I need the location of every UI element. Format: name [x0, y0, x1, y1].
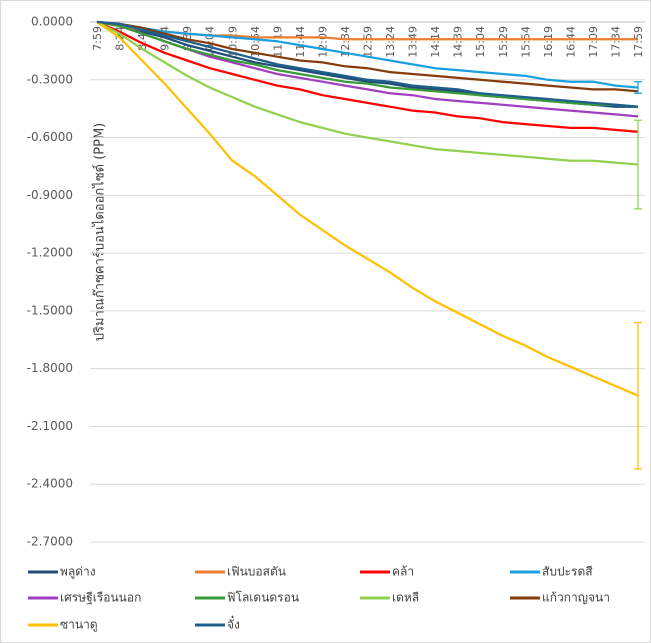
- series-line: [96, 20, 639, 108]
- series-line: [96, 20, 639, 133]
- series-line: [96, 20, 639, 93]
- x-tick-label: 10:54: [249, 26, 262, 58]
- legend-label: แก้วกาญจนา: [542, 591, 610, 605]
- x-tick-label: 16:44: [564, 26, 577, 58]
- x-tick-label: 17:34: [609, 26, 622, 58]
- x-tick-label: 12:09: [316, 26, 329, 58]
- legend-label: ฟิโลเดนดรอน: [227, 591, 299, 605]
- x-tick-label: 7:59: [91, 26, 104, 51]
- y-tick-label: -1.2000: [27, 246, 73, 260]
- x-tick-label: 17:59: [632, 26, 645, 58]
- legend-label: สับปะรดสี: [542, 565, 593, 579]
- x-tick-label: 14:39: [452, 26, 465, 58]
- series-line: [96, 20, 639, 89]
- error-bar: [634, 119, 642, 210]
- series-line: [96, 20, 639, 108]
- legend-label: เดหลี: [392, 591, 419, 605]
- x-tick-label: 15:29: [497, 26, 510, 58]
- y-tick-label: -1.5000: [27, 303, 73, 317]
- y-tick-label: 0.0000: [31, 15, 73, 29]
- x-tick-label: 17:09: [587, 26, 600, 58]
- y-tick-label: -1.8000: [27, 361, 73, 375]
- x-tick-label: 13:49: [407, 26, 420, 58]
- y-tick-label: -0.3000: [27, 72, 73, 86]
- legend-label: พลูด่าง: [60, 565, 96, 580]
- legend-label: เฟินบอสตัน: [227, 565, 286, 579]
- y-tick-label: -0.6000: [27, 130, 73, 144]
- error-bar: [634, 321, 642, 470]
- x-tick-label: 12:34: [339, 26, 352, 58]
- x-tick-label: 13:24: [384, 26, 397, 58]
- y-tick-label: -2.7000: [27, 535, 73, 549]
- legend-label: คล้า: [392, 565, 414, 579]
- y-tick-label: -2.1000: [27, 419, 73, 433]
- legend-label: จั๋ง: [227, 615, 240, 632]
- x-tick-label: 16:19: [542, 26, 555, 58]
- legend-label: ซานาดู: [60, 618, 98, 633]
- x-tick-label: 12:59: [362, 26, 375, 58]
- x-tick-label: 14:14: [429, 26, 442, 58]
- x-tick-label: 11:44: [294, 26, 307, 58]
- series-line: [96, 21, 639, 166]
- error-bar: [634, 81, 642, 94]
- y-axis-title: ปริมาณก๊าซคาร์บอนไดออกไซด์ (PPM): [92, 123, 108, 342]
- series-line: [96, 21, 639, 397]
- x-tick-label: 15:54: [519, 26, 532, 58]
- y-tick-label: -2.4000: [27, 477, 73, 491]
- y-tick-label: -0.9000: [27, 188, 73, 202]
- legend-label: เศรษฐีเรือนนอก: [60, 591, 141, 605]
- x-tick-label: 15:04: [474, 26, 487, 58]
